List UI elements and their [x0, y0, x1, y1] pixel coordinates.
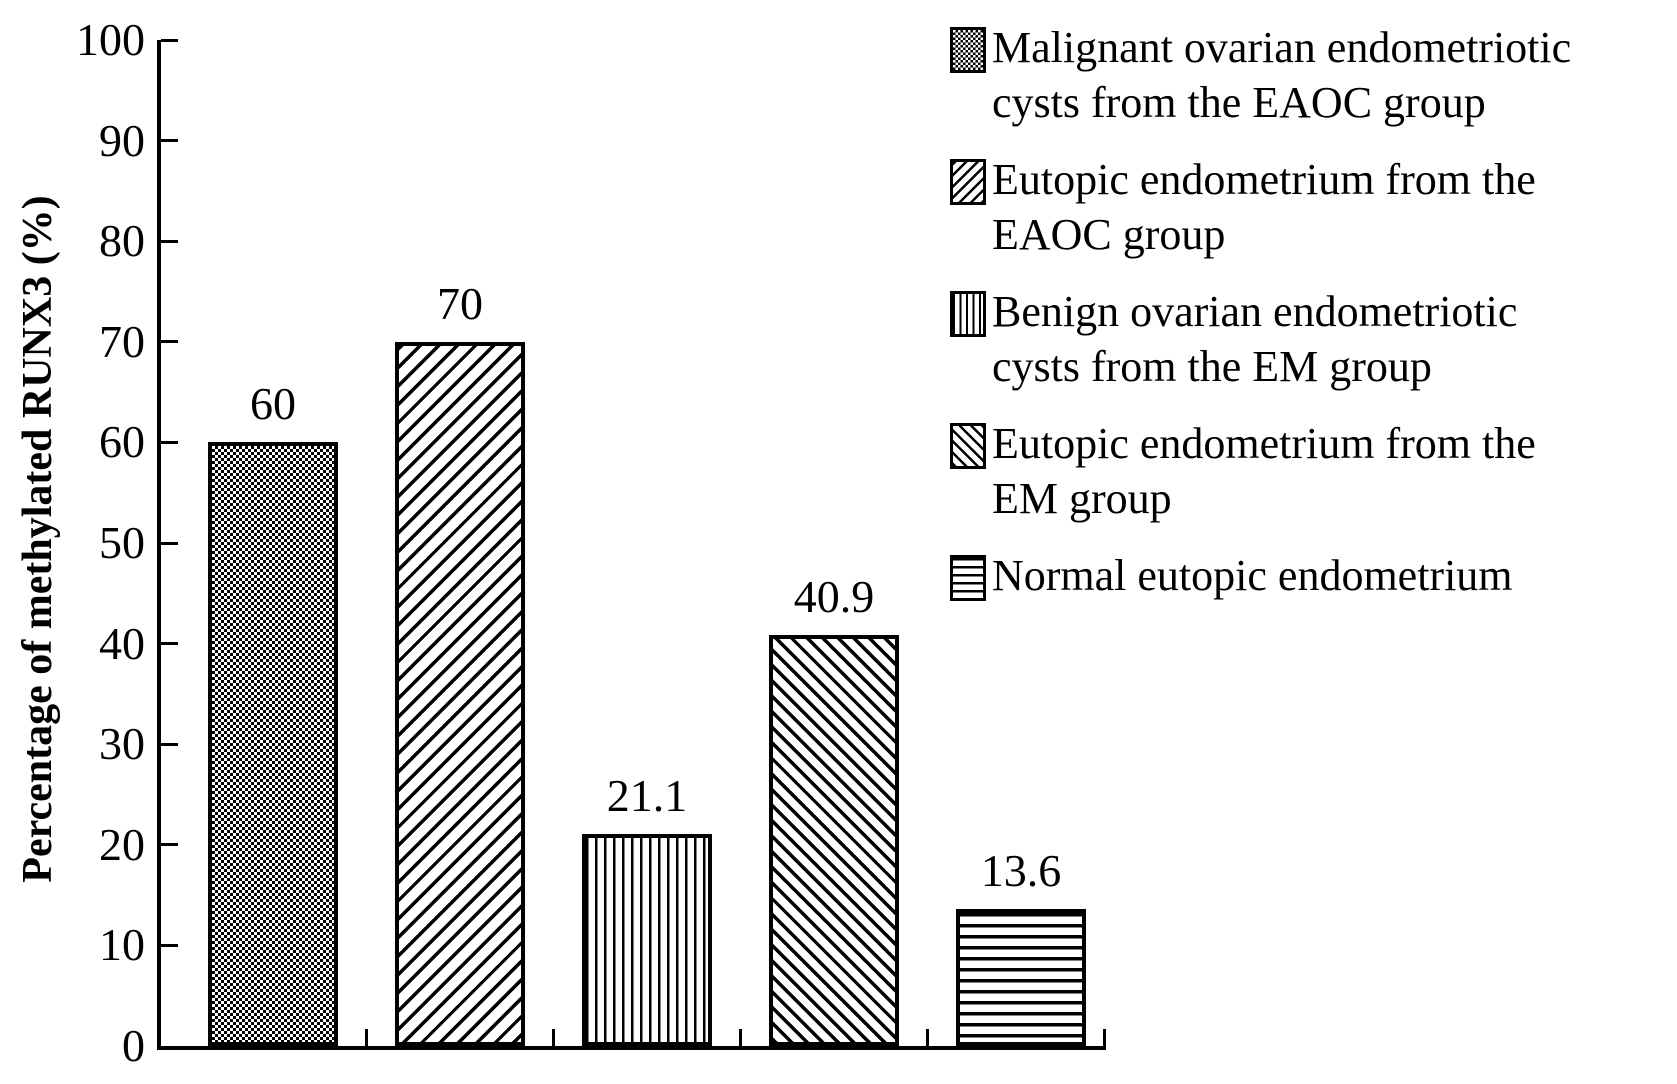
legend-entry: Malignant ovarian endometriotic cysts fro… [950, 20, 1670, 130]
x-axis-tick [926, 1029, 929, 1046]
x-axis-tick [1103, 1029, 1106, 1046]
legend-entry-line: EAOC group [992, 210, 1226, 259]
legend-entry-line: Eutopic endometrium from the [992, 419, 1536, 468]
y-axis-tick-label: 40 [99, 617, 145, 669]
y-axis-tick-label: 60 [99, 416, 145, 468]
legend-entry: Eutopic endometrium from the EAOC group [950, 152, 1670, 262]
legend-entry-label: Benign ovarian endometriotic cysts from t… [992, 284, 1517, 394]
bar-value-label: 40.9 [793, 570, 875, 622]
legend-entry-line: Benign ovarian endometriotic [992, 287, 1518, 336]
legend-entry: Eutopic endometrium from the EM group [950, 416, 1670, 526]
legend-entry-label: Malignant ovarian endometriotic cysts fro… [992, 20, 1571, 130]
legend-entry-line: Eutopic endometrium from the [992, 155, 1536, 204]
bar-value-label: 13.6 [980, 845, 1062, 897]
bar-2 [395, 341, 525, 1046]
vertical-lines-swatch-icon [950, 291, 986, 337]
y-axis-tick [161, 541, 178, 545]
y-axis-tick-label: 0 [122, 1020, 145, 1071]
legend-entry-line: Malignant ovarian endometriotic [992, 23, 1572, 72]
bar-5 [956, 909, 1086, 1046]
legend-entry-line: cysts from the EM group [992, 342, 1432, 391]
y-axis-tick-label: 50 [99, 517, 145, 568]
y-axis-tick-label: 100 [76, 14, 145, 65]
x-axis-tick [739, 1029, 742, 1046]
legend-entry-label: Eutopic endometrium from the EAOC group [992, 152, 1536, 262]
y-axis-tick [161, 440, 178, 444]
y-axis-tick [161, 943, 178, 947]
legend-entry: Normal eutopic endometrium [950, 548, 1670, 603]
y-axis-tick-label: 30 [99, 718, 145, 770]
bar-value-label: 21.1 [606, 769, 688, 821]
x-axis-tick [552, 1029, 555, 1046]
bar-3 [582, 833, 712, 1046]
legend-entry-line: Normal eutopic endometrium [992, 551, 1513, 600]
legend-entry-line: cysts from the EAOC group [992, 78, 1486, 127]
bar-value-label: 60 [250, 378, 296, 430]
y-axis-tick [161, 38, 178, 42]
horizontal-lines-swatch-icon [950, 555, 986, 601]
y-axis-tick-label: 20 [99, 818, 145, 870]
forward-diagonal-swatch-icon [950, 159, 986, 205]
y-axis-tick-label: 70 [99, 315, 145, 367]
backward-diagonal-swatch-icon [950, 423, 986, 469]
bar-value-label: 70 [437, 277, 483, 329]
y-axis-tick [161, 239, 178, 243]
legend-entry-line: EM group [992, 474, 1172, 523]
y-axis-tick [161, 340, 178, 344]
legend: Malignant ovarian endometriotic cysts fro… [950, 20, 1670, 625]
y-axis-tick [161, 139, 178, 143]
y-axis-tick [161, 742, 178, 746]
y-axis-tick-label: 90 [99, 114, 145, 166]
legend-entry: Benign ovarian endometriotic cysts from t… [950, 284, 1670, 394]
bar-1 [208, 442, 338, 1046]
checker-swatch-icon [950, 27, 986, 73]
y-axis-tick-label: 80 [99, 215, 145, 267]
legend-entry-label: Normal eutopic endometrium [992, 548, 1513, 603]
y-axis-tick-label: 10 [99, 919, 145, 971]
legend-entry-label: Eutopic endometrium from the EM group [992, 416, 1536, 526]
plot-area: 60 70 21.1 40.9 13.6 [157, 38, 1106, 1050]
y-axis-tick [161, 843, 178, 847]
y-axis-tick [161, 642, 178, 646]
bar-4 [769, 634, 899, 1046]
x-axis-tick [365, 1029, 368, 1046]
